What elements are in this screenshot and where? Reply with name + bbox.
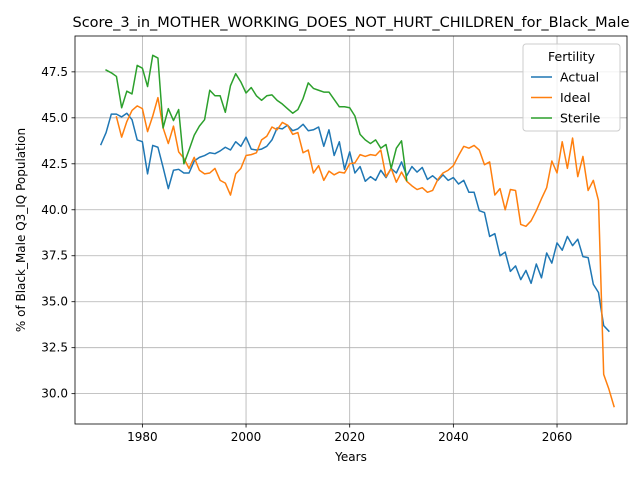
x-tick-label: 2060 xyxy=(542,430,573,444)
legend-item-sterile: Sterile xyxy=(531,111,601,126)
legend-items: Actual Ideal Sterile xyxy=(531,70,601,126)
y-tick-label: 32.5 xyxy=(41,341,68,355)
series-line-actual xyxy=(99,112,610,333)
legend: Fertility Actual Ideal Sterile xyxy=(522,43,621,132)
legend-title: Fertility xyxy=(548,49,596,64)
y-tick-label: 42.5 xyxy=(41,157,68,171)
x-tick-label: 2020 xyxy=(334,430,365,444)
y-tick-label: 45.0 xyxy=(41,111,68,125)
y-tick-label: 30.0 xyxy=(41,387,68,401)
legend-box xyxy=(522,43,621,132)
legend-item-ideal: Ideal xyxy=(531,90,590,105)
x-tick-label: 1980 xyxy=(127,430,158,444)
legend-item-actual: Actual xyxy=(531,70,599,85)
y-tick-label: 47.5 xyxy=(41,65,68,79)
series-lines xyxy=(99,54,615,408)
legend-label: Actual xyxy=(560,70,599,85)
series-line-sterile xyxy=(105,54,408,182)
series-line-ideal xyxy=(115,96,615,408)
x-tick-label: 2040 xyxy=(438,430,469,444)
y-axis-label: % of Black_Male Q3_IQ Population xyxy=(14,128,28,332)
chart-title: Score_3_in_MOTHER_WORKING_DOES_NOT_HURT_… xyxy=(72,15,629,31)
plot-frame xyxy=(74,35,628,425)
legend-label: Sterile xyxy=(560,111,601,126)
x-axis-label: Years xyxy=(334,450,367,464)
x-tick-label: 2000 xyxy=(231,430,262,444)
legend-label: Ideal xyxy=(560,90,590,105)
axis-ticks: 1980 2000 2020 2040 2060 30.0 32.5 35.0 37.5 40.0… xyxy=(41,65,572,444)
y-tick-label: 40.0 xyxy=(41,203,68,217)
y-tick-label: 37.5 xyxy=(41,249,68,263)
y-tick-label: 35.0 xyxy=(41,295,68,309)
